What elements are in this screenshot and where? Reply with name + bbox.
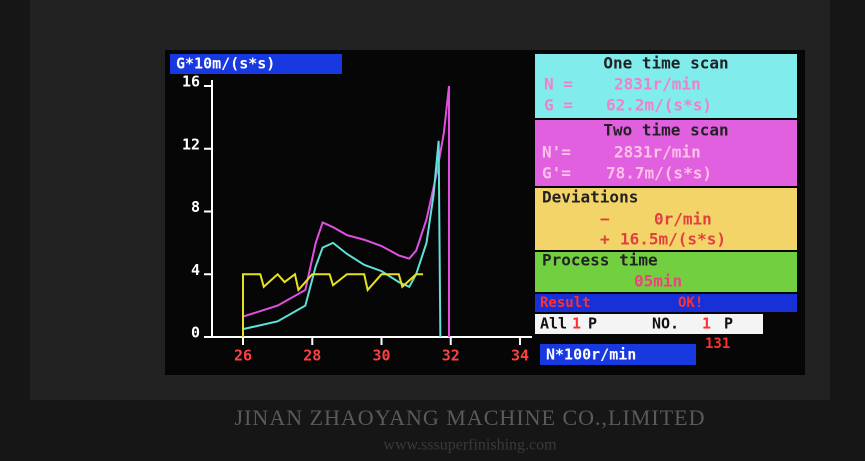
label: G'= bbox=[542, 164, 571, 183]
x-tick-label: 26 bbox=[234, 347, 252, 365]
page: {"chart_data": {"type": "line", "y_axis_… bbox=[0, 0, 865, 461]
x-tick-label: 30 bbox=[372, 347, 390, 365]
value: 16.5m/(s*s) bbox=[620, 230, 726, 249]
x-tick-label: 34 bbox=[511, 347, 529, 365]
watermark-company: JINAN ZHAOYANG MACHINE CO.,LIMITED bbox=[235, 405, 706, 430]
unit: P bbox=[588, 315, 597, 333]
label: All bbox=[540, 315, 567, 333]
value: 2831r/min bbox=[614, 75, 701, 94]
x-tick-label: 28 bbox=[303, 347, 321, 365]
value: 05min bbox=[634, 272, 682, 291]
value: 62.2m/(s*s) bbox=[606, 96, 712, 115]
y-tick-label: 8 bbox=[191, 198, 200, 216]
value: 1 bbox=[572, 315, 581, 333]
x-axis-title: N*100r/min bbox=[546, 346, 636, 364]
y-axis-title: G*10m/(s*s) bbox=[176, 55, 275, 73]
label: G = bbox=[544, 96, 573, 115]
value: 78.7m/(s*s) bbox=[606, 164, 712, 183]
panel-title: One time scan bbox=[603, 54, 728, 73]
panel-title: Two time scan bbox=[603, 121, 728, 140]
y-tick-label: 4 bbox=[191, 261, 200, 279]
y-tick-label: 16 bbox=[182, 73, 200, 91]
value: 0r/min bbox=[654, 210, 712, 229]
x-tick-label: 32 bbox=[442, 347, 460, 365]
y-tick-label: 0 bbox=[191, 324, 200, 342]
sign: − bbox=[600, 210, 610, 229]
panel-title: Deviations bbox=[542, 188, 638, 207]
sign: + bbox=[600, 230, 610, 249]
unit: P bbox=[724, 315, 733, 333]
panel-title: Process time bbox=[542, 251, 658, 270]
label: Result bbox=[540, 295, 591, 311]
screenshot: G*10m/(s*s) N*100r/min 131 0 4 8 12 16 26 28 30… bbox=[0, 0, 865, 461]
value: OK! bbox=[678, 295, 703, 311]
y-tick-label: 12 bbox=[182, 135, 200, 153]
label: N = bbox=[544, 75, 573, 94]
value: 1 bbox=[702, 315, 711, 333]
watermark-website: www.sssuperfinishing.com bbox=[383, 437, 557, 454]
total-count: 131 bbox=[705, 336, 730, 352]
label: NO. bbox=[652, 315, 679, 333]
value: 2831r/min bbox=[614, 143, 701, 162]
label: N'= bbox=[542, 143, 571, 162]
